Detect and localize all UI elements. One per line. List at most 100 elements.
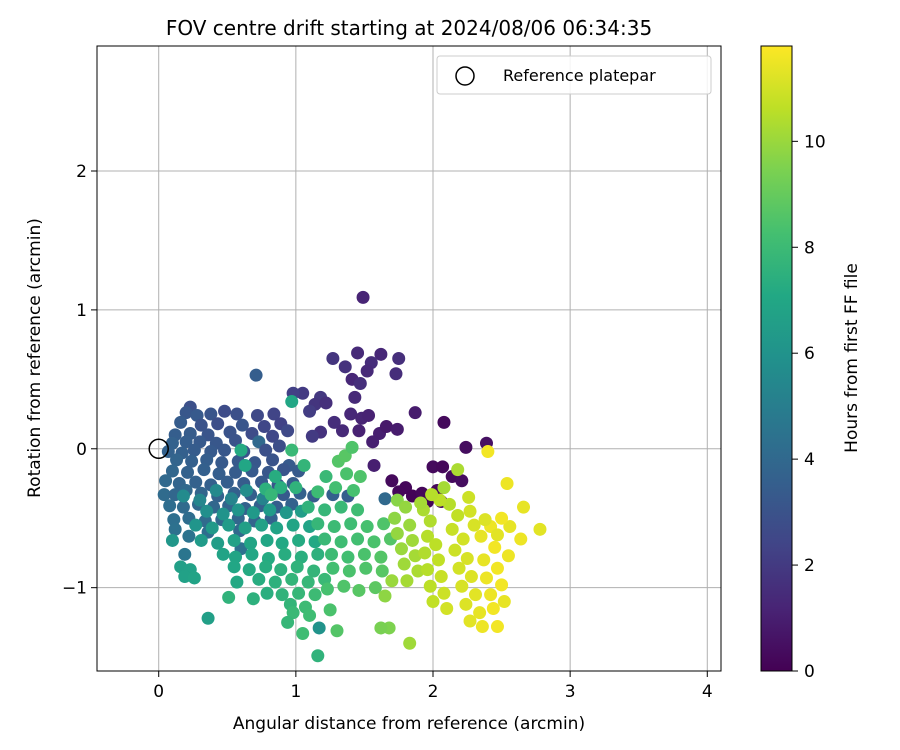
data-point <box>268 470 282 484</box>
data-point <box>197 463 211 477</box>
data-point <box>469 588 483 602</box>
grid-lines <box>97 46 721 671</box>
data-point <box>490 561 504 575</box>
y-tick-label: 1 <box>76 301 87 321</box>
data-point <box>421 529 435 543</box>
data-point <box>346 483 360 497</box>
data-point <box>311 649 325 663</box>
legend-box <box>436 55 712 95</box>
data-point <box>335 424 349 438</box>
x-tick-label: 3 <box>565 682 576 702</box>
data-point <box>194 418 208 432</box>
data-point <box>285 395 299 409</box>
data-point <box>388 511 402 525</box>
colorbar-tick-label: 8 <box>804 238 815 258</box>
data-point <box>185 454 199 468</box>
data-point <box>235 418 249 432</box>
data-point <box>311 485 325 499</box>
data-point <box>220 475 234 489</box>
reference-point-marker <box>148 438 169 460</box>
data-point <box>218 443 232 457</box>
data-point <box>159 474 173 488</box>
data-point <box>426 460 440 474</box>
data-point <box>168 522 182 536</box>
data-point <box>423 514 437 528</box>
data-point <box>340 467 354 481</box>
data-point <box>484 588 498 602</box>
data-point <box>389 367 403 381</box>
data-point <box>455 579 469 593</box>
data-point <box>360 364 374 378</box>
data-point <box>249 368 263 382</box>
data-point <box>463 504 477 518</box>
data-point <box>189 475 203 489</box>
data-point <box>378 492 392 506</box>
reference-platepar-marker <box>148 438 169 460</box>
data-point <box>436 460 450 474</box>
data-point <box>330 624 344 638</box>
data-point <box>362 408 376 422</box>
data-point <box>260 586 274 600</box>
data-point <box>334 535 348 549</box>
data-point <box>356 290 370 304</box>
data-point <box>305 429 319 443</box>
data-point <box>479 571 493 585</box>
data-point <box>423 579 437 593</box>
data-point <box>190 408 204 422</box>
data-point <box>351 532 365 546</box>
data-point <box>270 521 284 535</box>
data-point <box>325 547 339 561</box>
colorbar-gradient <box>760 45 793 672</box>
data-point <box>338 360 352 374</box>
data-point <box>334 500 348 514</box>
data-point <box>368 581 382 595</box>
data-point <box>205 521 219 535</box>
data-point <box>189 518 203 532</box>
data-point <box>229 465 243 479</box>
data-point <box>414 496 428 510</box>
data-point <box>421 563 435 577</box>
data-point <box>259 443 273 457</box>
data-point <box>170 453 184 467</box>
data-point <box>352 583 366 597</box>
data-point <box>292 533 306 547</box>
data-point <box>426 595 440 609</box>
data-point <box>165 464 179 478</box>
data-point <box>467 518 481 532</box>
data-point <box>274 481 288 495</box>
data-point <box>460 552 474 565</box>
data-point <box>437 415 451 429</box>
data-point <box>473 606 487 620</box>
data-point <box>403 636 417 650</box>
chart-title: FOV centre drift starting at 2024/08/06 … <box>166 16 652 40</box>
data-point <box>200 504 214 518</box>
data-point <box>359 561 373 575</box>
data-point <box>352 424 366 438</box>
x-axis-ticks: 0 1 2 3 4 <box>153 671 713 702</box>
data-point <box>394 542 408 556</box>
data-point <box>326 561 340 575</box>
data-point <box>437 481 451 495</box>
data-point <box>266 453 280 467</box>
data-point <box>440 602 454 615</box>
data-point <box>311 517 325 531</box>
data-point <box>193 493 207 507</box>
plot-area-frame <box>96 45 722 672</box>
data-point <box>176 500 190 514</box>
y-tick-label: 2 <box>76 162 87 182</box>
data-point <box>275 536 289 550</box>
data-point <box>367 458 381 472</box>
data-point <box>337 579 351 593</box>
data-point <box>301 500 315 514</box>
data-point <box>353 470 367 484</box>
data-point <box>445 522 459 536</box>
data-point <box>181 465 195 479</box>
y-tick-label: 0 <box>76 440 87 460</box>
data-point <box>490 620 504 634</box>
data-point <box>231 503 245 517</box>
data-point <box>341 550 355 564</box>
colorbar-tick-label: 6 <box>804 344 815 364</box>
data-point <box>268 575 282 589</box>
data-point <box>281 615 295 629</box>
